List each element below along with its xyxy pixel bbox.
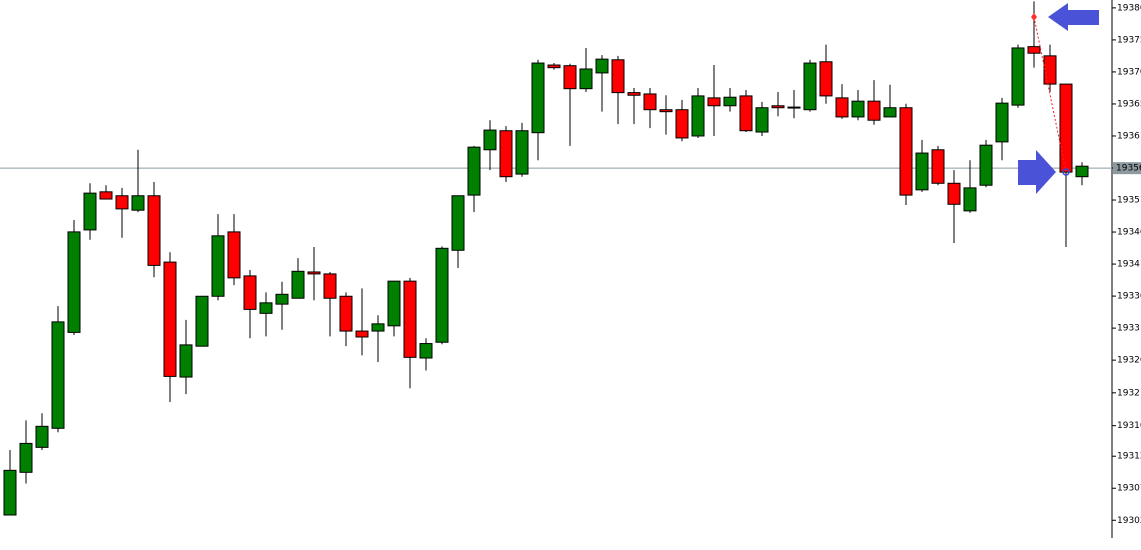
- candle-body: [819, 61, 833, 97]
- y-tick-label: 19365: [1117, 99, 1141, 109]
- candle-body: [1027, 46, 1041, 54]
- candle-body: [467, 146, 481, 196]
- candle-body: [771, 105, 785, 109]
- candle-body: [691, 95, 705, 137]
- candle-body: [275, 293, 289, 305]
- candle-body: [99, 191, 113, 200]
- candle-body: [611, 59, 625, 94]
- candle-body: [531, 62, 545, 134]
- plot: [0, 1, 1112, 516]
- candle-body: [387, 280, 401, 327]
- y-tick-label: 19375: [1117, 35, 1141, 45]
- candle-body: [51, 321, 65, 429]
- candle-body: [707, 97, 721, 107]
- candle-body: [915, 152, 929, 191]
- candle-body: [931, 149, 945, 184]
- candle-body: [979, 144, 993, 186]
- candle-body: [1075, 165, 1089, 178]
- candle-body: [787, 106, 801, 109]
- candle-body: [739, 95, 753, 132]
- y-tick-label: 19326: [1117, 356, 1141, 366]
- candle-body: [579, 68, 593, 90]
- candle-body: [451, 195, 465, 251]
- y-tick-label: 19346: [1117, 228, 1141, 238]
- y-tick-label: 19380: [1117, 3, 1141, 13]
- candle-body: [947, 182, 961, 205]
- candle-body: [547, 64, 561, 69]
- y-tick-label: 19307: [1117, 484, 1141, 494]
- candle-body: [755, 107, 769, 133]
- candle-body: [227, 231, 241, 279]
- candle-body: [883, 107, 897, 118]
- y-tick-label: 19370: [1117, 67, 1141, 77]
- candle-body: [675, 109, 689, 139]
- price-label: 19356: [1116, 164, 1141, 174]
- candle-body: [403, 280, 417, 358]
- candle-body: [35, 425, 49, 448]
- candle-body: [179, 344, 193, 378]
- candle-body: [1059, 83, 1073, 173]
- candle-body: [499, 130, 513, 178]
- candle-body: [115, 195, 129, 210]
- y-tick-label: 19312: [1117, 452, 1141, 462]
- arrow-right: [1018, 150, 1056, 194]
- candle-body: [307, 271, 321, 275]
- candle-body: [67, 231, 81, 333]
- candle-body: [419, 343, 433, 359]
- candle-body: [995, 102, 1009, 143]
- y-tick-label: 19302: [1117, 516, 1141, 526]
- candle-body: [659, 109, 673, 113]
- candle-body: [147, 195, 161, 266]
- annotations: [1018, 3, 1099, 194]
- candle-body: [867, 100, 881, 121]
- candle-body: [483, 129, 497, 151]
- candle-body: [211, 235, 225, 297]
- candle-body: [131, 195, 145, 211]
- arrow-left: [1048, 3, 1099, 31]
- candle-body: [3, 469, 17, 516]
- candle-body: [643, 93, 657, 111]
- candle-body: [323, 273, 337, 299]
- candle-body: [195, 295, 209, 347]
- candle-body: [259, 302, 273, 314]
- candle-body: [1011, 47, 1025, 106]
- candle-body: [899, 107, 913, 196]
- candle-body: [163, 261, 177, 377]
- exit-marker: [1062, 168, 1070, 176]
- entry-marker: [1031, 13, 1037, 21]
- candle-body: [355, 330, 369, 338]
- y-tick-label: 19336: [1117, 292, 1141, 302]
- candle-body: [1043, 55, 1057, 85]
- candle-body: [83, 192, 97, 231]
- candle-body: [963, 187, 977, 212]
- candle-body: [627, 92, 641, 96]
- candle-body: [243, 275, 257, 310]
- price-label-box: [1113, 162, 1141, 175]
- y-tick-label: 19316: [1117, 421, 1141, 431]
- candle-body: [803, 62, 817, 111]
- candle-body: [851, 100, 865, 118]
- candle-body: [563, 65, 577, 90]
- candle-body: [371, 323, 385, 332]
- candle-body: [435, 247, 449, 343]
- candle-body: [595, 58, 609, 74]
- candle-body: [291, 270, 305, 299]
- candle-body: [19, 442, 33, 473]
- candle-body: [835, 97, 849, 118]
- candle-body: [515, 130, 529, 175]
- candle-body: [723, 96, 737, 107]
- candle-body: [339, 295, 353, 332]
